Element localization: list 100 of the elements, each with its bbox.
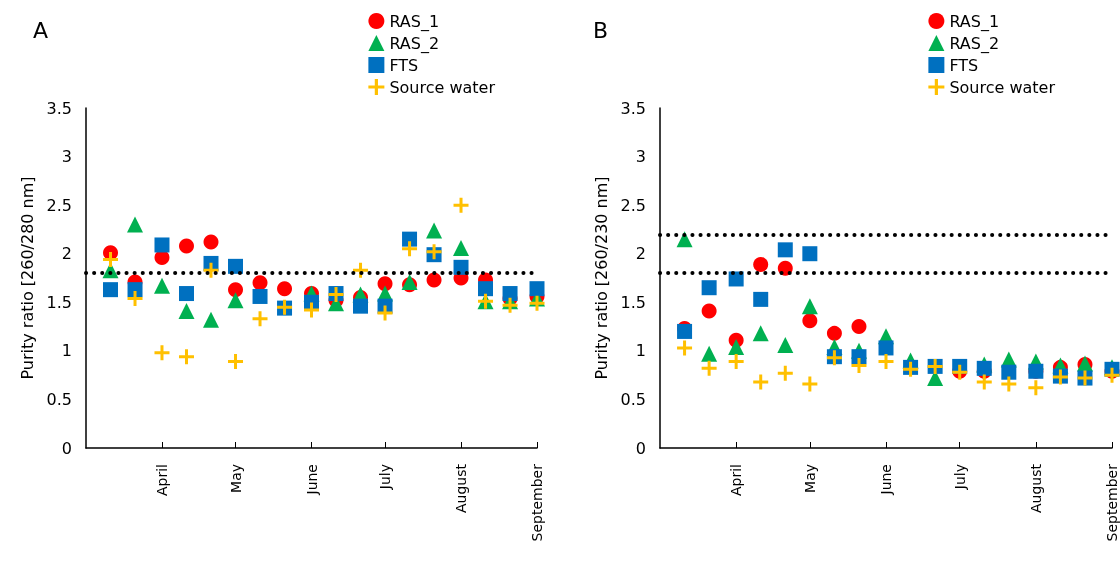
point	[252, 275, 268, 291]
x-tick-label: May	[801, 464, 818, 493]
point	[127, 216, 144, 233]
legend-label: FTS	[389, 55, 419, 75]
point	[801, 298, 818, 315]
point	[277, 281, 293, 297]
point	[154, 345, 170, 361]
point	[252, 288, 268, 304]
y-tick-label: 2.5	[620, 195, 646, 215]
y-axis-title: Purity ratio [260/280 nm]	[18, 176, 38, 380]
point	[851, 349, 867, 365]
point	[178, 303, 195, 320]
chart-title: B	[593, 17, 609, 43]
point	[728, 338, 745, 355]
point	[802, 246, 818, 262]
point	[529, 295, 545, 311]
legend-label: RAS_1	[949, 11, 1000, 32]
x-tick-label: September	[529, 463, 545, 542]
y-tick-label: 2	[61, 244, 72, 264]
point	[753, 374, 769, 390]
x-tick-label: July	[377, 464, 394, 491]
point	[252, 311, 268, 327]
point	[976, 374, 992, 390]
point	[802, 313, 818, 329]
x-tick-label: July	[951, 464, 968, 491]
legend-label: Source water	[389, 77, 496, 97]
point	[1001, 376, 1017, 392]
point	[701, 280, 717, 296]
legend-label: RAS_2	[389, 33, 440, 54]
x-tick-label: May	[227, 464, 244, 493]
x-tick-label: September	[1104, 463, 1120, 542]
point	[728, 354, 744, 370]
point	[178, 286, 194, 302]
point	[401, 273, 418, 290]
point	[676, 231, 693, 248]
point	[103, 252, 119, 268]
point	[777, 365, 793, 381]
point	[529, 281, 545, 297]
point	[103, 282, 119, 298]
x-tick-label: April	[153, 464, 170, 496]
legend-label: Source water	[949, 77, 1056, 97]
point	[677, 340, 693, 356]
point	[502, 286, 518, 302]
point	[426, 272, 442, 288]
point	[353, 298, 369, 314]
point	[203, 311, 220, 328]
point	[203, 262, 219, 278]
point	[878, 354, 894, 370]
x-tick-label: August	[453, 463, 470, 513]
y-tick-label: 3.5	[620, 98, 646, 118]
point	[228, 354, 244, 370]
point	[777, 242, 793, 258]
point	[153, 277, 170, 294]
y-tick-label: 0	[635, 438, 646, 458]
point	[701, 303, 717, 319]
point	[1001, 364, 1017, 380]
y-tick-label: 3.5	[46, 98, 72, 118]
point	[154, 250, 170, 266]
x-tick-label: June	[303, 464, 320, 496]
x-tick-label: June	[878, 464, 894, 496]
point	[752, 325, 769, 342]
y-tick-label: 1.5	[46, 292, 72, 312]
point	[402, 231, 418, 247]
point	[426, 222, 443, 239]
y-tick-label: 0	[61, 438, 72, 458]
point	[753, 291, 769, 307]
point	[878, 340, 894, 356]
point	[453, 197, 469, 213]
point	[701, 345, 718, 362]
point	[227, 292, 244, 309]
y-tick-label: 1	[61, 341, 72, 361]
y-tick-label: 1	[635, 341, 646, 361]
point	[203, 234, 219, 250]
point	[228, 282, 244, 298]
point	[1104, 367, 1120, 383]
legend-label: RAS_1	[389, 11, 440, 32]
y-tick-label: 3	[635, 147, 646, 167]
point	[453, 239, 470, 256]
point	[753, 256, 769, 272]
point	[478, 281, 494, 297]
point	[777, 337, 794, 354]
point	[502, 297, 518, 313]
point	[304, 302, 319, 318]
point	[127, 282, 143, 298]
y-tick-label: 1.5	[620, 292, 646, 312]
y-tick-label: 2.5	[46, 195, 72, 215]
point	[179, 238, 194, 254]
y-tick-label: 3	[61, 147, 72, 167]
y-tick-label: 2	[635, 244, 646, 264]
point	[127, 290, 143, 306]
y-tick-label: 0.5	[620, 389, 646, 409]
legend-label: RAS_2	[949, 33, 1000, 54]
legend-label: FTS	[949, 55, 979, 75]
point	[178, 349, 194, 365]
y-axis-title: Purity ratio [260/230 nm]	[592, 176, 612, 380]
x-tick-label: April	[728, 464, 745, 496]
x-tick-label: August	[1027, 463, 1044, 513]
chart-title: A	[33, 17, 49, 43]
point	[402, 241, 418, 257]
point	[377, 305, 393, 321]
